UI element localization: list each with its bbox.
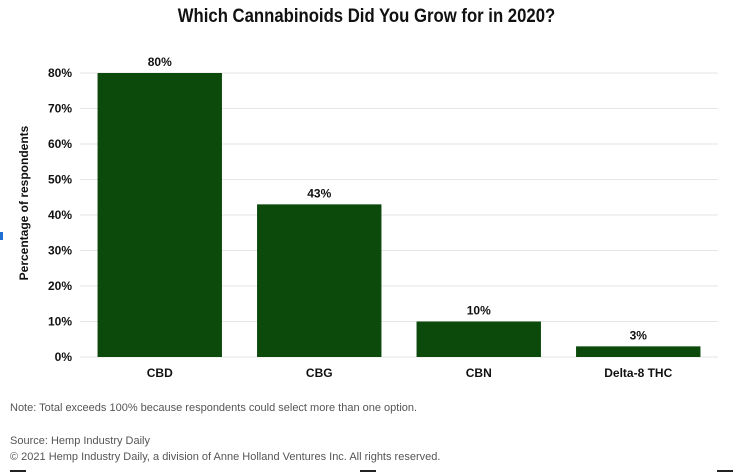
y-tick-label: 40% (48, 208, 72, 222)
data-label: 3% (630, 328, 648, 342)
y-tick-label: 60% (48, 137, 72, 151)
x-tick-label: CBD (147, 366, 173, 380)
bar (97, 73, 222, 357)
y-tick-label: 10% (48, 315, 72, 329)
side-marker (0, 232, 3, 240)
x-tick-label: Delta-8 THC (604, 366, 672, 380)
bottom-tick (360, 470, 376, 472)
y-tick-label: 70% (48, 102, 72, 116)
y-tick-label: 20% (48, 279, 72, 293)
bar (576, 346, 701, 357)
bottom-tick (10, 470, 26, 472)
data-label: 80% (148, 55, 172, 69)
bar (257, 204, 382, 357)
data-label: 43% (307, 186, 331, 200)
y-tick-label: 0% (55, 350, 73, 364)
y-tick-label: 30% (48, 244, 72, 258)
y-tick-label: 80% (48, 66, 72, 80)
y-axis-label: Percentage of respondents (17, 125, 31, 280)
bar-chart: 0% 10% 20% 30% 40% 50% 60% 70% 80% Percentage of … (17, 55, 718, 380)
chart-source: Source: Hemp Industry Daily (10, 435, 150, 447)
bar (416, 321, 541, 357)
x-tick-label: CBG (306, 366, 333, 380)
y-tick-label: 50% (48, 173, 72, 187)
chart-title: Which Cannabinoids Did You Grow for in 2… (177, 6, 556, 27)
data-label: 10% (467, 304, 491, 318)
chart-copyright: © 2021 Hemp Industry Daily, a division o… (10, 451, 441, 463)
chart-note: Note: Total exceeds 100% because respond… (10, 402, 418, 414)
x-tick-label: CBN (466, 366, 492, 380)
bottom-tick (717, 470, 733, 472)
